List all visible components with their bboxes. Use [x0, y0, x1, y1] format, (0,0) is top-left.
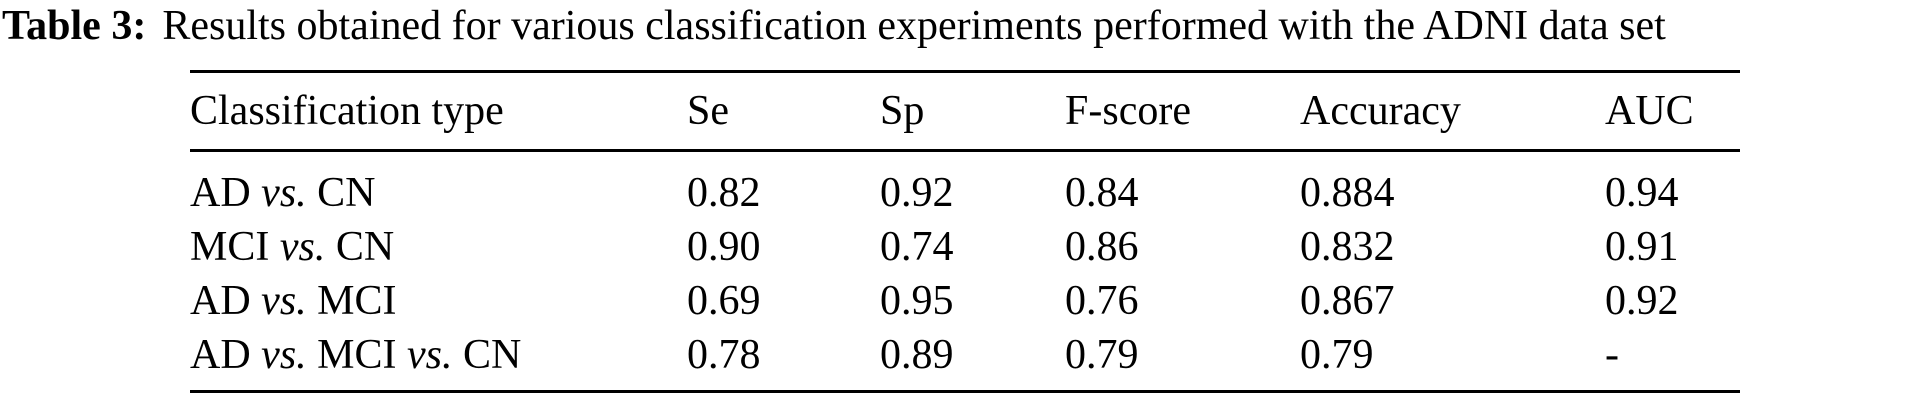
table-body: AD vs. CN 0.82 0.92 0.84 0.884 0.94 MCI vs. CN…: [190, 151, 1740, 392]
table-caption: Table 3: Results obtained for various cla…: [2, 2, 1666, 50]
value-cell: 0.95: [880, 278, 954, 324]
value-cell: 0.91: [1605, 224, 1679, 270]
value-cell: 0.69: [687, 278, 761, 324]
value-cell: 0.884: [1300, 170, 1395, 216]
table-row: AD vs. MCI vs. CN 0.78 0.89 0.79 0.79 -: [190, 328, 1740, 392]
value-cell: 0.92: [880, 170, 954, 216]
column-header: Sp: [880, 71, 1065, 152]
classification-type-cell: MCI vs. CN: [190, 224, 395, 270]
table-row: AD vs. MCI 0.69 0.95 0.76 0.867 0.92: [190, 274, 1740, 328]
value-cell: 0.89: [880, 332, 954, 378]
value-cell: 0.74: [880, 224, 954, 270]
caption-label: Table 3:: [2, 3, 147, 49]
value-cell: 0.84: [1065, 170, 1139, 216]
caption-text: Results obtained for various classificat…: [162, 3, 1666, 49]
column-header: AUC: [1605, 71, 1740, 152]
value-cell: 0.86: [1065, 224, 1139, 270]
value-cell: 0.79: [1300, 332, 1374, 378]
table-row: MCI vs. CN 0.90 0.74 0.86 0.832 0.91: [190, 220, 1740, 274]
column-header: Se: [687, 71, 880, 152]
value-cell: 0.94: [1605, 170, 1679, 216]
value-cell: 0.79: [1065, 332, 1139, 378]
value-cell: 0.92: [1605, 278, 1679, 324]
column-header: Classification type: [190, 71, 687, 152]
header-row: Classification type Se Sp F-score Accuracy AU…: [190, 71, 1740, 152]
table-row: AD vs. CN 0.82 0.92 0.84 0.884 0.94: [190, 151, 1740, 221]
column-header: Accuracy: [1300, 71, 1605, 152]
value-cell: 0.90: [687, 224, 761, 270]
column-header: F-score: [1065, 71, 1300, 152]
value-cell: 0.82: [687, 170, 761, 216]
value-cell: -: [1605, 332, 1619, 378]
classification-type-cell: AD vs. MCI: [190, 278, 397, 324]
value-cell: 0.76: [1065, 278, 1139, 324]
value-cell: 0.832: [1300, 224, 1395, 270]
value-cell: 0.867: [1300, 278, 1395, 324]
classification-type-cell: AD vs. CN: [190, 170, 376, 216]
value-cell: 0.78: [687, 332, 761, 378]
results-table: Classification type Se Sp F-score Accuracy AU…: [190, 70, 1740, 393]
classification-type-cell: AD vs. MCI vs. CN: [190, 332, 522, 378]
